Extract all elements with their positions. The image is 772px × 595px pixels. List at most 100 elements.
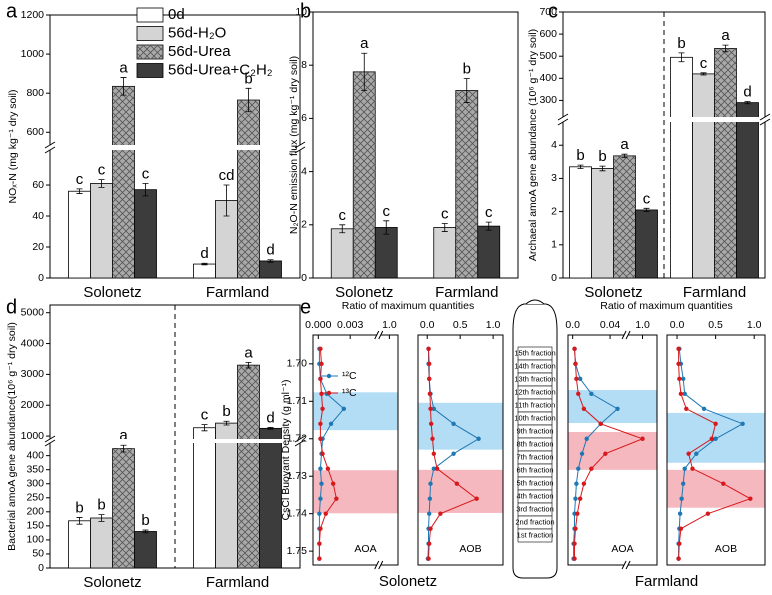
bar-hatch xyxy=(112,448,135,568)
y-tick-label: 1 xyxy=(551,239,557,251)
profile-point xyxy=(589,466,594,471)
plot-frame xyxy=(567,334,658,566)
category-label: Farmland xyxy=(206,284,269,301)
category-label: Farmland xyxy=(683,284,746,301)
profile-point xyxy=(679,496,684,501)
significance-letter: a xyxy=(721,27,730,44)
y-axis-label: N₂O-N emission flux (mg kg⁻¹ dry soil) xyxy=(288,56,300,234)
error-bar xyxy=(267,259,274,263)
significance-letter: a xyxy=(119,427,128,444)
fraction-label: 5th fraction xyxy=(516,478,553,487)
x-tick-label: 1.0 xyxy=(747,319,762,331)
profile-point xyxy=(574,376,579,382)
profile-point xyxy=(325,466,331,471)
profile-point xyxy=(615,406,620,411)
panel-label: b xyxy=(300,0,311,22)
y-axis-label: CsCl Buoyant Density (g ml⁻¹) xyxy=(280,380,292,521)
profile-point xyxy=(474,496,479,501)
y-tick-label: 0 xyxy=(38,272,44,284)
y-tick-label: 2 xyxy=(301,219,307,231)
bar-hatch xyxy=(237,365,260,568)
y-tick-label: 0 xyxy=(301,272,307,284)
fraction-label: 12th fraction xyxy=(514,387,555,396)
error-bar xyxy=(142,529,149,534)
profile-point xyxy=(581,481,587,486)
error-bar xyxy=(678,52,685,63)
y-tick-label: 20 xyxy=(32,241,44,253)
y-tick-label: 400 xyxy=(26,449,44,461)
fraction-label: 15th fraction xyxy=(514,348,555,357)
panel-label: d xyxy=(6,296,17,318)
fraction-label: 6th fraction xyxy=(516,465,553,474)
profile-point xyxy=(320,406,325,411)
significance-letter: a xyxy=(119,60,128,77)
significance-letter: a xyxy=(360,35,369,52)
profile-point xyxy=(427,511,432,516)
significance-letter: b xyxy=(598,148,606,165)
error-bar xyxy=(120,444,127,453)
significance-letter: c xyxy=(76,171,84,188)
profile-point xyxy=(598,421,603,426)
bar-hatch xyxy=(455,90,478,278)
bar xyxy=(692,73,715,279)
fraction-label: 3rd fraction xyxy=(516,504,554,513)
y-tick-label: 8 xyxy=(301,59,307,71)
y-tick-label: 1.73 xyxy=(287,470,308,482)
fraction-label: 9th fraction xyxy=(516,426,553,435)
y-axis-label: NOₓ-N (mg kg⁻¹ dry soil) xyxy=(7,90,19,204)
y-tick-label: 0 xyxy=(38,562,44,574)
profile-point xyxy=(573,496,578,501)
profile-point xyxy=(705,511,711,516)
error-bar xyxy=(120,77,127,96)
y-tick-label: 4000 xyxy=(21,337,45,349)
profile-point xyxy=(454,481,460,486)
significance-letter: b xyxy=(576,147,584,164)
y-tick-label: 1000 xyxy=(21,48,45,60)
bar xyxy=(591,168,614,279)
profile-point xyxy=(318,526,323,531)
y-tick-label: 4 xyxy=(301,165,307,177)
error-bar xyxy=(485,221,492,231)
fraction-label: 13th fraction xyxy=(514,374,555,383)
legend-marker xyxy=(326,373,332,379)
category-label: Solonetz xyxy=(335,284,393,301)
bar xyxy=(477,225,501,279)
x-tick-label: 1.0 xyxy=(635,319,650,331)
tube-cap xyxy=(525,299,545,305)
x-tick-label: 0.000 xyxy=(305,319,331,331)
error-bar xyxy=(463,78,470,103)
legend-swatch xyxy=(136,26,164,41)
y-tick-label: 1.75 xyxy=(287,545,308,557)
significance-letter: c xyxy=(441,205,449,222)
fraction-label: 4th fraction xyxy=(516,491,553,500)
x-tick-label: 1.0 xyxy=(486,319,501,331)
fraction-label: 10th fraction xyxy=(514,413,555,422)
y-tick-label: 300 xyxy=(26,478,44,490)
significance-letter: b xyxy=(75,499,83,516)
subpanel-label: AOA xyxy=(611,543,633,555)
y-tick-label: 1.74 xyxy=(287,507,308,519)
highlight-band xyxy=(313,392,398,431)
significance-letter: b xyxy=(463,60,471,77)
y-tick-label: 10 xyxy=(295,6,307,18)
axis-break-mark xyxy=(294,141,306,154)
bar xyxy=(569,166,592,279)
error-bar xyxy=(577,164,584,169)
panel-label: a xyxy=(6,0,18,22)
profile-point xyxy=(476,436,481,441)
significance-letter: d xyxy=(266,242,274,259)
profile-point xyxy=(427,391,433,397)
axis-break-mark xyxy=(294,435,306,447)
profile-point xyxy=(318,436,323,441)
profile-point xyxy=(686,451,691,456)
significance-letter: d xyxy=(200,245,208,262)
y-tick-label: 400 xyxy=(539,72,557,84)
profile-point xyxy=(575,511,580,516)
significance-letter: d xyxy=(266,409,274,426)
bar xyxy=(736,102,759,279)
panel-label: c xyxy=(548,0,558,22)
significance-letter: cd xyxy=(219,167,235,184)
bar xyxy=(259,427,282,569)
axis-break-mark xyxy=(621,330,631,570)
bar xyxy=(90,183,113,279)
